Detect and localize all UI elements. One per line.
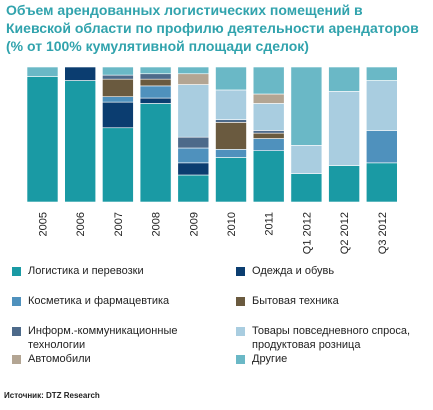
bar-segment <box>102 101 134 129</box>
bar-segment <box>215 122 247 150</box>
bar-segment <box>139 66 172 75</box>
bar-segment <box>177 66 210 75</box>
category-label: Q2 2012 <box>339 212 351 254</box>
chart-title: Объем арендованных логистических помещен… <box>6 2 419 54</box>
bar-segment <box>26 76 59 203</box>
bar-segment <box>252 103 285 131</box>
category-label: Q3 2012 <box>377 212 389 254</box>
category-label: 2011 <box>264 212 276 236</box>
bar-segment <box>290 66 323 146</box>
bar-segment <box>139 78 172 87</box>
bar-segment <box>64 66 96 81</box>
bar-segment <box>215 66 247 91</box>
bar-segment <box>64 80 96 203</box>
bar-segment <box>252 132 285 139</box>
category-label: 2010 <box>226 212 238 236</box>
bar-segment <box>365 130 398 164</box>
bar-segment <box>365 66 398 81</box>
category-label: 2009 <box>188 212 200 236</box>
bar-segment <box>328 165 360 203</box>
bar-segment <box>177 73 210 85</box>
bar-segment <box>290 145 323 174</box>
bar-segment <box>365 80 398 131</box>
category-label: 2006 <box>75 212 87 236</box>
bar-segment <box>139 85 172 99</box>
category-label: 2008 <box>151 212 163 236</box>
bar-segment <box>252 66 285 95</box>
category-label: 2005 <box>38 212 50 236</box>
bar-segment <box>177 174 210 203</box>
bar-segment <box>102 78 134 98</box>
bar-segment <box>215 149 247 158</box>
bar-segment <box>215 119 247 123</box>
bar-segment <box>252 93 285 104</box>
bar-segment <box>252 150 285 203</box>
bar-segment <box>177 162 210 176</box>
bar-segment <box>102 127 134 203</box>
bar-segment <box>328 91 360 166</box>
bar-segment <box>365 162 398 203</box>
bar-segment <box>139 73 172 80</box>
bar-segment <box>139 97 172 104</box>
bar-segment <box>139 103 172 203</box>
bar-segment <box>252 130 285 134</box>
bar-segment <box>177 147 210 164</box>
bar-segment <box>102 96 134 103</box>
bar-segment <box>328 66 360 92</box>
bar-segment <box>102 74 134 80</box>
source-note: Источник: DTZ Research <box>4 391 100 400</box>
category-label: 2007 <box>113 212 125 236</box>
bar-segment <box>215 157 247 203</box>
bar-segment <box>252 138 285 152</box>
bar-segment <box>102 66 134 76</box>
bar-segment <box>177 136 210 149</box>
bar-segment <box>177 84 210 138</box>
bar-segment <box>26 66 59 77</box>
bar-segment <box>215 89 247 120</box>
category-label: Q1 2012 <box>301 212 313 254</box>
bar-segment <box>290 173 323 203</box>
